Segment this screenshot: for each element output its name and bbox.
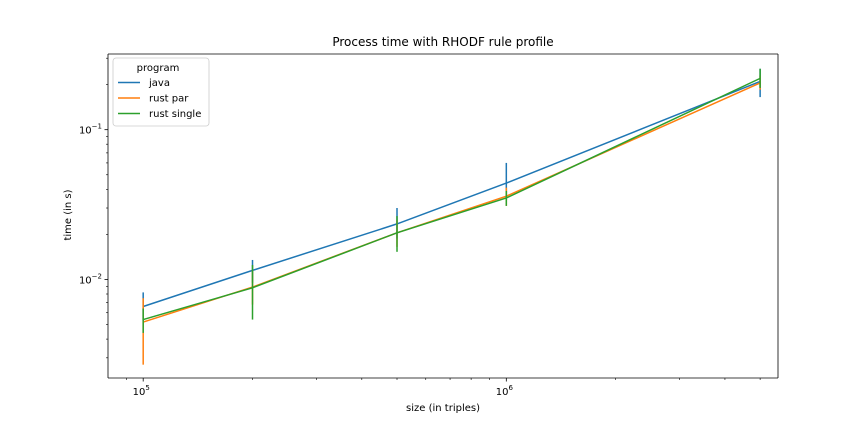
- y-tick-label: 10−1: [79, 123, 102, 137]
- x-tick-label: 106: [496, 384, 514, 398]
- legend-box: [112, 57, 210, 127]
- plot-area: [108, 54, 778, 378]
- y-axis-label: time (in s): [63, 189, 74, 240]
- plot-background: [108, 54, 778, 378]
- y-tick-label: 10−2: [79, 272, 102, 286]
- x-axis-label: size (in triples): [406, 403, 480, 414]
- legend-item: java: [118, 78, 170, 89]
- chart-title: Process time with RHODF rule profile: [332, 35, 553, 49]
- legend-item: rust single: [118, 109, 201, 120]
- axes: 105 106 10−2 10−1: [79, 53, 779, 398]
- legend-label: java: [148, 78, 170, 89]
- legend-label: rust single: [149, 109, 201, 120]
- series-rust-single: [142, 68, 761, 333]
- legend-label: rust par: [149, 94, 189, 105]
- legend-item: rust par: [118, 94, 189, 105]
- legend: program java rust par rust single: [112, 57, 210, 127]
- x-tick-label: 105: [133, 384, 150, 398]
- chart-marks: [142, 68, 761, 365]
- legend-title: program: [137, 63, 180, 74]
